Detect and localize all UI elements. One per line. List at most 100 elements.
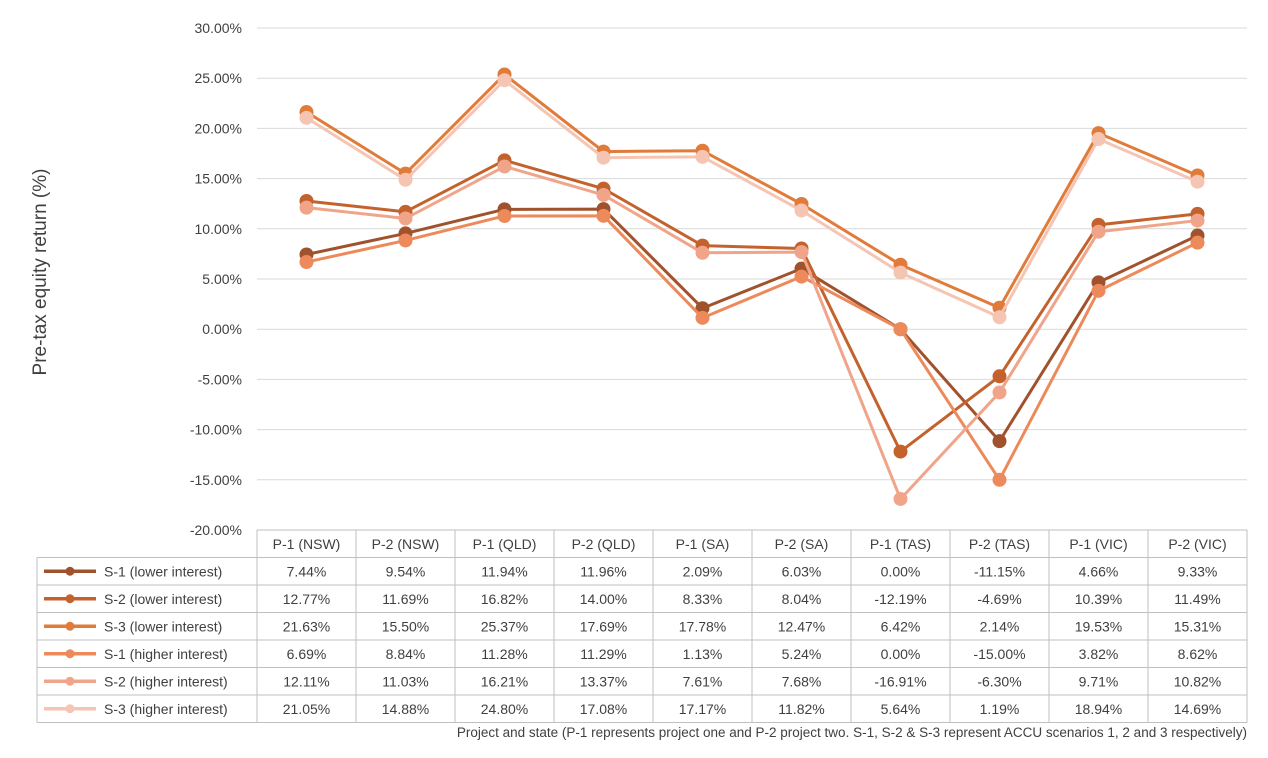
grid — [257, 27, 1247, 481]
legend-marker — [65, 621, 75, 631]
data-value: 5.64% — [881, 701, 921, 717]
series-line — [306, 214, 1199, 482]
data-value: 24.80% — [481, 701, 528, 717]
data-value: 0.00% — [881, 646, 921, 662]
data-value: 11.28% — [481, 646, 527, 662]
data-point — [1190, 213, 1205, 228]
category-label: P-1 (SA) — [676, 536, 730, 552]
data-point — [893, 322, 908, 337]
data-value: 8.04% — [782, 591, 822, 607]
data-point — [794, 269, 809, 284]
series-name: S-2 (higher interest) — [104, 673, 228, 689]
data-value: 11.94% — [481, 563, 527, 579]
data-value: 7.44% — [287, 563, 327, 579]
category-label: P-1 (NSW) — [273, 536, 341, 552]
data-point — [596, 150, 611, 165]
data-point — [497, 208, 512, 223]
data-point — [893, 265, 908, 280]
y-tick-label: -5.00% — [198, 371, 242, 387]
data-value: 12.11% — [283, 673, 329, 689]
data-point — [695, 149, 710, 164]
data-value: -12.19% — [874, 591, 926, 607]
data-point — [992, 472, 1007, 487]
data-value: 10.82% — [1174, 673, 1221, 689]
data-value: -11.15% — [974, 563, 1025, 579]
series-line — [305, 78, 1199, 319]
data-value: 6.03% — [782, 563, 822, 579]
series-name: S-1 (higher interest) — [104, 646, 228, 662]
data-point — [893, 491, 908, 506]
data-value: 15.31% — [1174, 618, 1221, 634]
data-value: 7.61% — [683, 673, 723, 689]
y-tick-label: 0.00% — [202, 321, 242, 337]
data-table: P-1 (NSW) P-2 (NSW) P-1 (QLD) P-2 (QLD) P-1 … — [36, 529, 1248, 723]
data-value: 17.78% — [679, 618, 726, 634]
data-value: 14.88% — [382, 701, 429, 717]
data-value: 17.17% — [679, 701, 726, 717]
data-point — [794, 203, 809, 218]
data-point — [398, 211, 413, 226]
data-value: 14.69% — [1174, 701, 1221, 717]
data-value: -6.30% — [977, 673, 1021, 689]
category-label: P-2 (QLD) — [572, 536, 636, 552]
data-value: 4.66% — [1079, 563, 1119, 579]
data-value: 8.33% — [683, 591, 723, 607]
data-value: 9.54% — [386, 563, 426, 579]
data-value: 6.69% — [287, 646, 327, 662]
category-label: P-2 (VIC) — [1168, 536, 1226, 552]
data-point — [1091, 224, 1106, 239]
data-point — [596, 187, 611, 202]
category-label: P-2 (SA) — [775, 536, 829, 552]
data-value: 16.82% — [481, 591, 528, 607]
y-tick-label: 30.00% — [195, 20, 242, 36]
data-point — [992, 310, 1007, 325]
data-value: 12.47% — [778, 618, 825, 634]
legend-marker — [65, 594, 75, 604]
data-point — [992, 369, 1007, 384]
y-tick-label: -15.00% — [190, 472, 242, 488]
data-value: 11.49% — [1174, 591, 1220, 607]
data-value: -15.00% — [973, 646, 1025, 662]
data-value: 12.77% — [283, 591, 330, 607]
data-value: 19.53% — [1075, 618, 1122, 634]
category-label: P-1 (QLD) — [473, 536, 537, 552]
data-point — [497, 159, 512, 174]
data-point — [299, 255, 314, 270]
data-point — [398, 172, 413, 187]
y-axis-ticks: 30.00% 25.00% 20.00% 15.00% 10.00% 5.00% 0.00%… — [190, 20, 242, 538]
data-value: 15.50% — [382, 618, 429, 634]
data-value: -16.91% — [874, 673, 926, 689]
series-name: S-2 (lower interest) — [104, 591, 222, 607]
data-value: 13.37% — [580, 673, 627, 689]
category-label: P-1 (TAS) — [870, 536, 931, 552]
category-label: P-2 (NSW) — [372, 536, 440, 552]
data-point — [695, 245, 710, 260]
legend-marker — [65, 676, 75, 686]
y-tick-label: 15.00% — [195, 171, 242, 187]
data-value: 18.94% — [1075, 701, 1122, 717]
legend-marker — [65, 566, 75, 576]
data-value: 3.82% — [1079, 646, 1119, 662]
data-value: 16.21% — [481, 673, 528, 689]
data-point — [695, 310, 710, 325]
data-point — [992, 434, 1007, 449]
legend-marker — [65, 704, 75, 714]
data-value: 9.71% — [1079, 673, 1119, 689]
data-value: 11.96% — [580, 563, 626, 579]
data-point — [695, 301, 710, 316]
y-tick-label: 5.00% — [202, 271, 242, 287]
y-tick-label: 20.00% — [195, 120, 242, 136]
data-point — [1091, 132, 1106, 147]
data-value: 8.62% — [1178, 646, 1218, 662]
data-point — [398, 233, 413, 248]
data-value: 2.09% — [683, 563, 723, 579]
category-label: P-1 (VIC) — [1069, 536, 1127, 552]
data-value: 25.37% — [481, 618, 528, 634]
data-point — [1190, 235, 1205, 250]
y-tick-label: 10.00% — [195, 221, 242, 237]
data-point — [299, 200, 314, 215]
data-value: 11.69% — [382, 591, 428, 607]
data-value: 10.39% — [1075, 591, 1122, 607]
data-value: 6.42% — [881, 618, 921, 634]
